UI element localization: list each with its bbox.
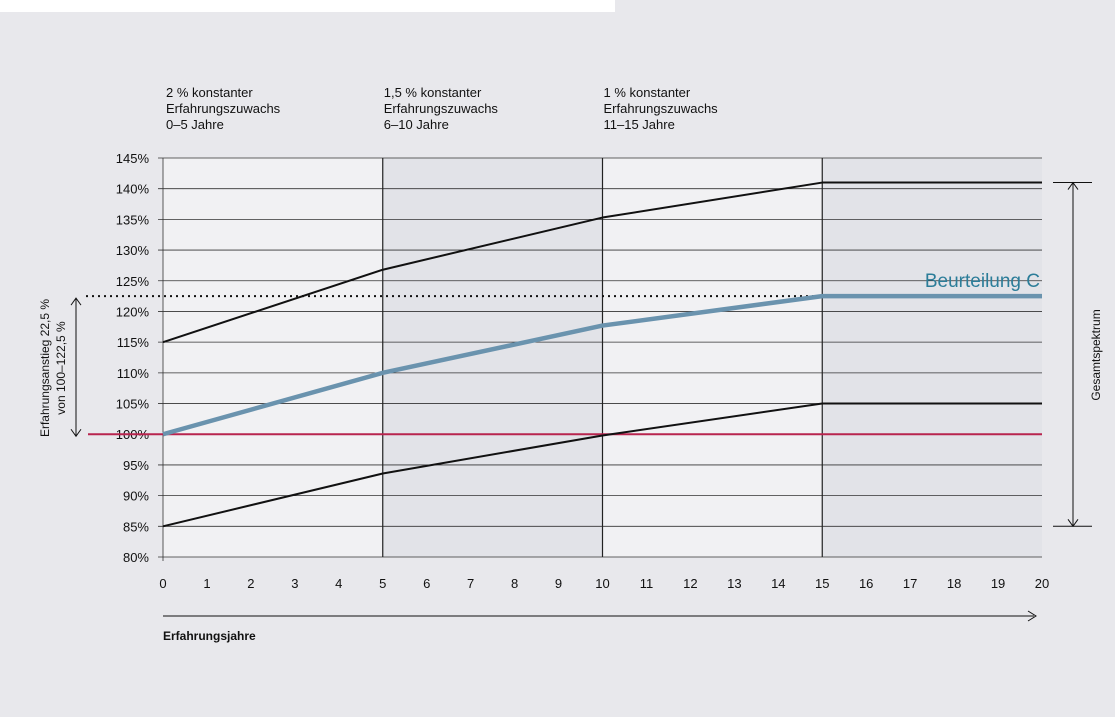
period-header-line: Erfahrungszuwachs bbox=[166, 101, 281, 116]
series-line-2 bbox=[162, 293, 1042, 437]
period-band-4 bbox=[822, 158, 1042, 557]
y-axis-tick-labels: 80%85%90%95%100%105%110%115%120%125%130%… bbox=[116, 151, 150, 565]
x-tick-label: 16 bbox=[859, 576, 873, 591]
left-range-arrow-head-top bbox=[70, 297, 82, 306]
series-label-beurteilung-c: Beurteilung C bbox=[925, 271, 1040, 292]
y-tick-label: 95% bbox=[123, 458, 149, 473]
header-strip bbox=[0, 0, 615, 12]
x-tick-label: 11 bbox=[640, 576, 654, 591]
x-tick-label: 9 bbox=[555, 576, 562, 591]
x-tick-label: 20 bbox=[1035, 576, 1049, 591]
left-annotation: Erfahrungsanstieg 22,5 % von 100–122,5 % bbox=[38, 299, 68, 437]
y-tick-label: 130% bbox=[116, 243, 150, 258]
x-tick-label: 3 bbox=[291, 576, 298, 591]
x-tick-label: 18 bbox=[947, 576, 961, 591]
x-tick-label: 7 bbox=[467, 576, 474, 591]
series-line-3 bbox=[162, 402, 1042, 528]
period-header-line: 1 % konstanter bbox=[604, 85, 691, 100]
x-tick-label: 19 bbox=[991, 576, 1005, 591]
y-tick-label: 115% bbox=[117, 335, 150, 350]
x-tick-label: 2 bbox=[247, 576, 254, 591]
x-tick-label: 15 bbox=[815, 576, 829, 591]
right-annotation-text: Gesamtspektrum bbox=[1089, 309, 1103, 400]
right-range-arrow-head-bottom bbox=[1067, 519, 1079, 528]
y-tick-label: 85% bbox=[123, 519, 149, 534]
x-tick-label: 17 bbox=[903, 576, 917, 591]
period-band-3 bbox=[602, 158, 823, 557]
data-series: Beurteilung C bbox=[86, 181, 1042, 528]
left-range-arrow-head-bottom bbox=[70, 428, 82, 438]
period-bands bbox=[163, 158, 1042, 557]
period-header-line: Erfahrungszuwachs bbox=[384, 101, 499, 116]
x-tick-label: 13 bbox=[727, 576, 741, 591]
x-axis-arrow-head bbox=[1027, 610, 1037, 622]
x-tick-label: 5 bbox=[379, 576, 386, 591]
x-axis-tick-labels: 0 1 2 3 4 5 6 7 8 9 10 11 12 13 14 15 16 17 18 19 20 bbox=[159, 576, 1049, 591]
period-header-line: Erfahrungszuwachs bbox=[604, 101, 719, 116]
horizontal-gridlines bbox=[158, 157, 1042, 558]
period-header-line: 1,5 % konstanter bbox=[384, 85, 482, 100]
x-tick-label: 1 bbox=[203, 576, 210, 591]
period-dividers bbox=[162, 158, 823, 561]
y-tick-label: 125% bbox=[116, 274, 150, 289]
left-annotation-line-2: von 100–122,5 % bbox=[54, 321, 68, 415]
series-line-1 bbox=[162, 181, 1042, 344]
y-tick-label: 80% bbox=[123, 550, 149, 565]
period-header-line: 6–10 Jahre bbox=[384, 117, 449, 132]
right-range-arrow-head-top bbox=[1067, 181, 1079, 190]
y-tick-label: 110% bbox=[117, 366, 150, 381]
period-header-line: 2 % konstanter bbox=[166, 85, 253, 100]
y-tick-label: 105% bbox=[116, 397, 150, 412]
right-annotation: Gesamtspektrum bbox=[1089, 309, 1103, 400]
y-tick-label: 135% bbox=[116, 212, 150, 227]
y-tick-label: 140% bbox=[116, 182, 150, 197]
x-tick-label: 0 bbox=[159, 576, 166, 591]
x-tick-label: 8 bbox=[511, 576, 518, 591]
x-tick-label: 10 bbox=[595, 576, 609, 591]
annotations: Erfahrungsjahre Erfahrungsanstieg 22,5 % v… bbox=[38, 181, 1103, 643]
x-tick-label: 12 bbox=[683, 576, 697, 591]
x-axis-title: Erfahrungsjahre bbox=[163, 629, 256, 643]
y-tick-label: 90% bbox=[123, 489, 149, 504]
period-band-2 bbox=[382, 158, 603, 557]
y-tick-label: 145% bbox=[116, 151, 150, 166]
period-header-line: 0–5 Jahre bbox=[166, 117, 224, 132]
x-tick-label: 14 bbox=[771, 576, 785, 591]
left-annotation-line-1: Erfahrungsanstieg 22,5 % bbox=[38, 299, 52, 437]
period-header-line: 11–15 Jahre bbox=[604, 117, 675, 132]
y-tick-label: 120% bbox=[116, 304, 150, 319]
x-tick-label: 4 bbox=[335, 576, 342, 591]
period-band-1 bbox=[163, 158, 383, 557]
x-tick-label: 6 bbox=[423, 576, 430, 591]
